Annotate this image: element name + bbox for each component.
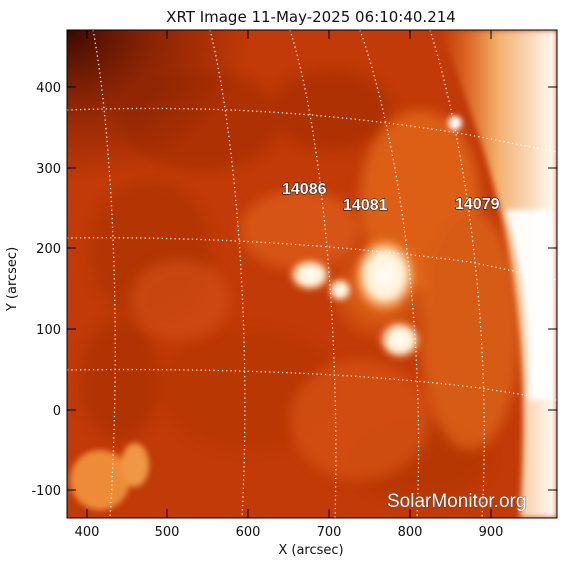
x-tick-label: 600 [236, 525, 261, 540]
y-tick-label: -100 [31, 484, 61, 499]
heliographic-grid [67, 30, 557, 518]
plot-border [66, 29, 558, 519]
x-axis-label: X (arcsec) [278, 543, 343, 558]
axis-ticks [67, 30, 557, 518]
y-tick-label: 400 [36, 81, 61, 96]
watermark: SolarMonitor.org [387, 491, 526, 512]
region-label-14081: 14081 [343, 197, 388, 214]
image-title: XRT Image 11-May-2025 06:10:40.214 [166, 8, 456, 26]
x-tick-label: 800 [398, 525, 423, 540]
y-tick-label: 100 [36, 323, 61, 338]
y-tick-label: 0 [53, 404, 61, 419]
x-tick-label: 900 [479, 525, 504, 540]
region-label-14086: 14086 [282, 181, 327, 198]
y-axis-label: Y (arcsec) [5, 247, 20, 312]
y-tick-label: 300 [36, 162, 61, 177]
x-tick-label: 500 [155, 525, 180, 540]
region-label-14079: 14079 [455, 196, 500, 213]
x-tick-label: 400 [75, 525, 100, 540]
solar-image: 14086 14081 14079 SolarMonitor.org [67, 30, 557, 518]
y-tick-label: 200 [36, 242, 61, 257]
x-tick-label: 700 [317, 525, 342, 540]
